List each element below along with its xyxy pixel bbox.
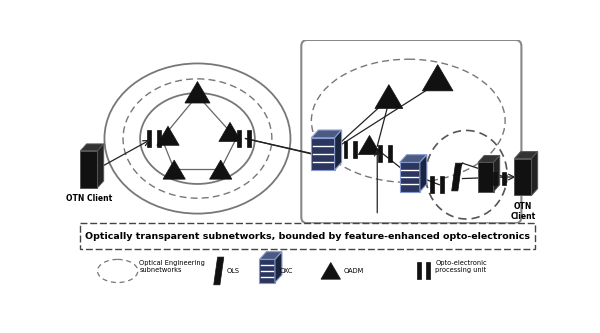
Polygon shape [163, 160, 185, 179]
Polygon shape [502, 171, 506, 185]
Text: Optical Engineering
subnetworks: Optical Engineering subnetworks [139, 260, 205, 273]
Polygon shape [311, 130, 341, 138]
Polygon shape [275, 252, 282, 282]
Polygon shape [157, 126, 179, 145]
Polygon shape [478, 156, 500, 163]
Polygon shape [353, 141, 357, 158]
Polygon shape [358, 136, 380, 155]
Polygon shape [80, 144, 104, 151]
Polygon shape [209, 160, 232, 179]
FancyBboxPatch shape [80, 223, 535, 249]
Polygon shape [440, 176, 443, 193]
Polygon shape [335, 130, 341, 170]
Polygon shape [493, 156, 500, 192]
Text: Optically transparent subnetworks, bounded by feature-enhanced opto-electronics: Optically transparent subnetworks, bound… [85, 232, 530, 241]
FancyBboxPatch shape [301, 40, 521, 223]
Polygon shape [420, 155, 427, 192]
Polygon shape [247, 130, 251, 147]
Polygon shape [238, 130, 241, 147]
Polygon shape [388, 146, 392, 163]
Polygon shape [375, 85, 403, 109]
Polygon shape [321, 262, 341, 279]
Polygon shape [400, 163, 420, 192]
Text: OLS: OLS [227, 268, 240, 274]
Polygon shape [259, 252, 282, 259]
Polygon shape [532, 152, 538, 195]
Polygon shape [311, 138, 335, 170]
Polygon shape [514, 152, 538, 159]
Polygon shape [344, 141, 347, 158]
Polygon shape [514, 159, 532, 195]
Text: Opto-electronic
processing unit: Opto-electronic processing unit [436, 260, 487, 273]
Polygon shape [219, 122, 241, 142]
Polygon shape [379, 146, 382, 163]
Polygon shape [185, 82, 210, 103]
Polygon shape [417, 262, 421, 279]
Polygon shape [478, 163, 493, 192]
Text: OXC: OXC [280, 268, 293, 274]
Polygon shape [157, 130, 161, 147]
Polygon shape [452, 163, 462, 191]
Text: OADM: OADM [344, 268, 364, 274]
Polygon shape [493, 171, 497, 185]
Polygon shape [148, 130, 151, 147]
Polygon shape [430, 176, 434, 193]
Polygon shape [80, 151, 97, 188]
Polygon shape [422, 65, 453, 91]
Polygon shape [97, 144, 104, 188]
Polygon shape [400, 155, 427, 163]
Text: OTN Client: OTN Client [66, 194, 112, 203]
Polygon shape [214, 257, 224, 285]
Polygon shape [259, 259, 275, 282]
Polygon shape [427, 262, 430, 279]
Text: OTN
Client: OTN Client [511, 202, 536, 221]
